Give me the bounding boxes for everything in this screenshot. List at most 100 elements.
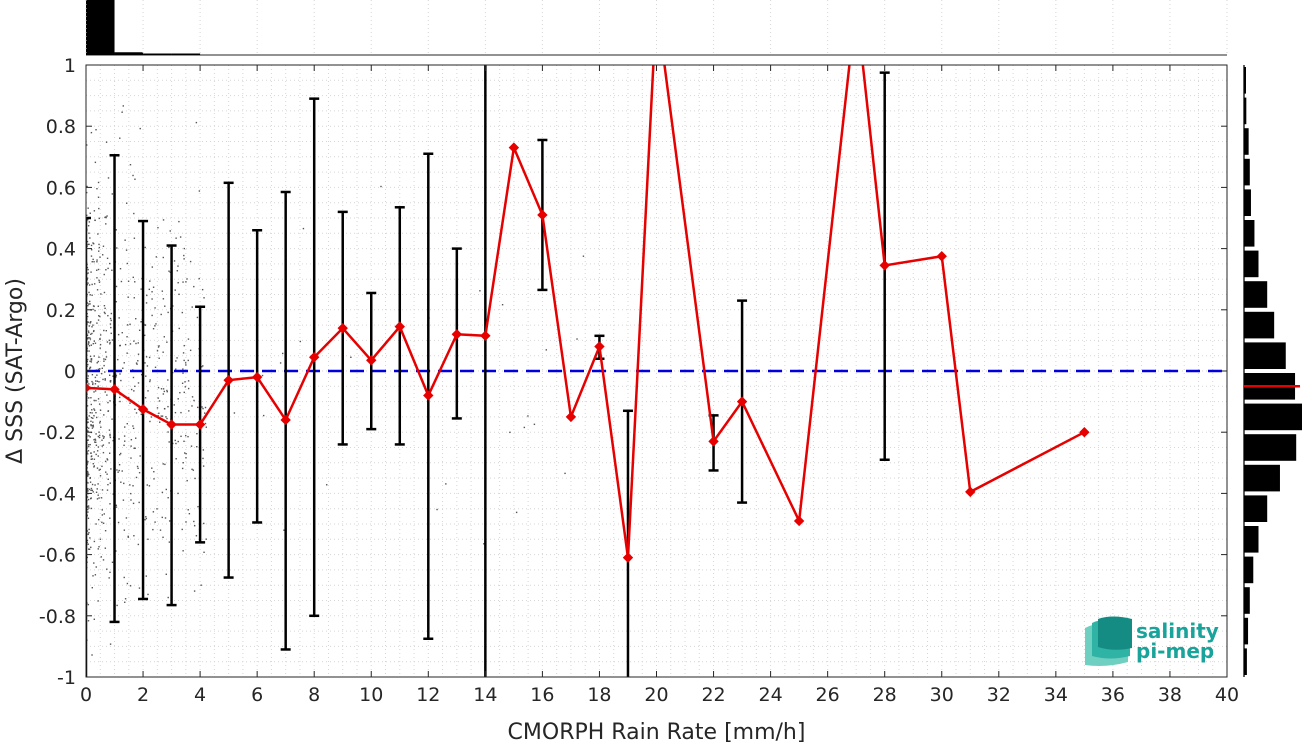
scatter-point [126,352,128,354]
scatter-point [162,463,164,465]
top-hist-bar [86,0,115,55]
scatter-point [184,381,186,383]
scatter-point [106,458,108,460]
scatter-point [95,491,98,493]
x-tick-label: 40 [1215,684,1239,706]
scatter-point [87,475,89,477]
scatter-point [107,314,109,317]
series-marker [308,352,320,363]
scatter-point [115,373,117,375]
scatter-point [135,318,137,320]
scatter-point [283,529,285,531]
scatter-point [88,331,90,334]
scatter-point [157,414,159,417]
scatter-point [97,494,99,496]
scatter-point [183,344,185,347]
scatter-point [106,341,109,343]
scatter-point [545,349,547,351]
scatter-point [105,269,107,271]
x-tick-label: 20 [644,684,668,706]
scatter-point [89,367,91,370]
scatter-point [148,485,151,487]
scatter-point [97,548,99,550]
scatter-point [95,453,97,456]
scatter-point [105,216,107,219]
scatter-point [127,296,129,298]
scatter-point [89,337,91,339]
scatter-point [129,484,131,486]
scatter-point [136,363,138,365]
scatter-point [86,426,88,429]
scatter-point [93,458,96,460]
scatter-point [107,267,109,270]
series-marker [1079,426,1090,438]
scatter-point [202,365,204,367]
scatter-point [184,452,186,454]
scatter-point [124,601,126,603]
scatter-point [164,517,167,519]
scatter-point [151,467,153,469]
scatter-point [89,477,91,480]
scatter-point [187,359,189,362]
scatter-point [139,455,141,457]
scatter-point [88,232,90,234]
scatter-point [147,390,149,392]
scatter-point [98,243,100,246]
scatter-point [106,215,108,217]
scatter-point [99,468,101,471]
scatter-point [134,178,136,180]
scatter-point [182,352,185,354]
scatter-point [107,483,109,486]
scatter-point [110,326,112,329]
series-marker [594,341,605,352]
scatter-point [185,452,187,455]
scatter-point [103,358,105,360]
scatter-point [102,435,104,437]
scatter-point [89,443,91,446]
scatter-point [89,436,91,438]
scatter-point [103,329,105,332]
scatter-point [93,408,95,410]
scatter-point [174,411,177,414]
scatter-point [91,332,93,335]
scatter-point [94,484,96,486]
scatter-point [145,517,148,520]
scatter-point [178,220,180,223]
scatter-point [91,261,93,263]
scatter-point [155,323,157,325]
scatter-point [100,426,102,428]
scatter-point [95,433,97,435]
scatter-point [98,436,101,439]
y-tick-label: 1 [64,55,76,77]
scatter-point [193,590,196,592]
scatter-point [183,391,185,394]
scatter-point [185,281,187,283]
scatter-point [108,577,110,579]
scatter-point [109,381,112,383]
scatter-point [86,539,89,542]
scatter-point [88,243,90,246]
scatter-point [134,385,136,388]
scatter-point [106,394,108,396]
scatter-point [89,360,91,362]
right-hist-bar [1244,67,1246,94]
scatter-point [134,408,136,411]
scatter-point [96,467,99,469]
right-hist-bar [1244,464,1280,492]
scatter-point [87,427,90,429]
scatter-point [87,343,90,345]
scatter-point [106,257,109,260]
scatter-point [109,343,111,345]
scatter-point [191,306,193,308]
scatter-point [92,426,95,428]
scatter-point [124,440,126,442]
scatter-point [186,479,188,482]
scatter-point [160,388,163,390]
scatter-point [100,372,103,375]
scatter-point [98,403,101,405]
scatter-point [147,538,149,540]
scatter-point [90,249,93,251]
x-tick-label: 26 [816,684,840,706]
scatter-point [165,573,167,575]
scatter-point [154,325,156,327]
